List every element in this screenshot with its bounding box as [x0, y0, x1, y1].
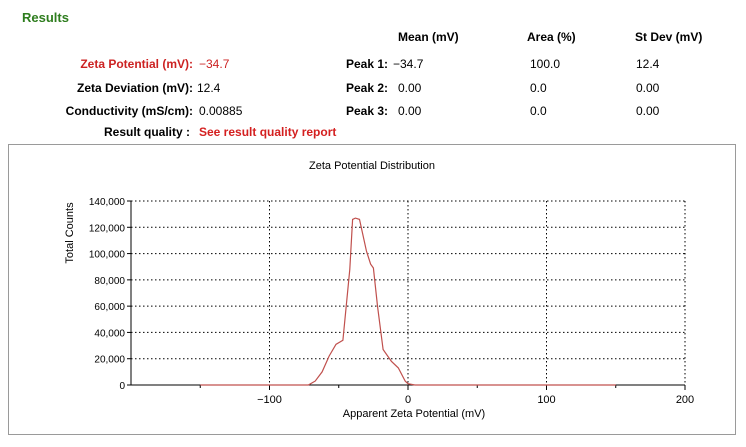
y-tick-label: 100,000: [89, 250, 126, 261]
y-tick-label: 60,000: [94, 302, 125, 313]
y-tick-label: 80,000: [94, 276, 125, 287]
peak-1-mean: −34.7: [393, 57, 424, 71]
peak-3-label: Peak 3:: [345, 104, 388, 118]
series-line: [200, 217, 616, 386]
results-title: Results: [22, 10, 69, 25]
conductivity-value: 0.00885: [199, 104, 243, 118]
area-column-header: Area (%): [527, 30, 576, 44]
peak-2-stdev: 0.00: [636, 81, 660, 95]
conductivity-label: Conductivity (mS/cm):: [65, 104, 193, 118]
x-tick-label: 100: [537, 394, 555, 406]
x-tick-label: 0: [405, 394, 411, 406]
peak-3-mean: 0.00: [398, 104, 422, 118]
x-tick-label: 200: [676, 394, 694, 406]
zeta-potential-value: −34.7: [199, 57, 230, 71]
zeta-deviation-value: 12.4: [197, 81, 221, 95]
x-tick-label: −100: [257, 394, 282, 406]
y-tick-label: 0: [119, 381, 125, 392]
zeta-distribution-chart: Zeta Potential Distribution 0 20,000 40,00…: [64, 160, 694, 420]
peak-2-area: 0.0: [530, 81, 547, 95]
zeta-deviation-label: Zeta Deviation (mV):: [76, 81, 193, 95]
peak-1-stdev: 12.4: [636, 57, 660, 71]
x-axis-label: Apparent Zeta Potential (mV): [343, 408, 485, 420]
peak-2-label: Peak 2:: [345, 81, 388, 95]
peak-3-stdev: 0.00: [636, 104, 660, 118]
mean-column-header: Mean (mV): [398, 30, 459, 44]
chart-title: Zeta Potential Distribution: [309, 160, 435, 172]
peak-3-area: 0.0: [530, 104, 547, 118]
y-axis-label: Total Counts: [64, 202, 76, 264]
stdev-column-header: St Dev (mV): [635, 30, 703, 44]
y-tick-label: 140,000: [89, 197, 126, 208]
y-tick-label: 40,000: [94, 328, 125, 339]
peak-1-label: Peak 1:: [345, 57, 388, 71]
peak-2-mean: 0.00: [398, 81, 422, 95]
zeta-potential-label: Zeta Potential (mV):: [80, 57, 193, 71]
chart-panel: Zeta Potential Distribution 0 20,000 40,00…: [8, 144, 736, 435]
result-quality-label: Result quality :: [103, 125, 190, 139]
y-tick-label: 120,000: [89, 223, 126, 234]
y-tick-label: 20,000: [94, 355, 125, 366]
result-quality-report-link[interactable]: See result quality report: [199, 125, 337, 139]
peak-1-area: 100.0: [530, 57, 561, 71]
